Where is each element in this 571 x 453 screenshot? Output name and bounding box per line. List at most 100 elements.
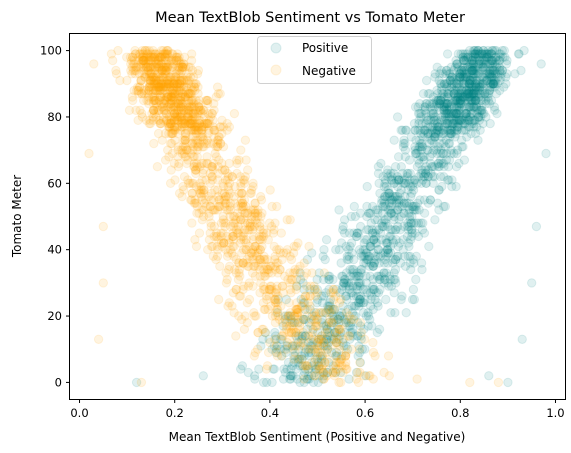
scatter-point — [84, 148, 94, 159]
scatter-point — [299, 298, 310, 308]
scatter-point — [465, 112, 475, 122]
scatter-point — [455, 115, 465, 126]
scatter-point — [302, 374, 312, 384]
scatter-point — [455, 72, 465, 82]
scatter-point — [330, 327, 340, 338]
scatter-point — [357, 344, 367, 354]
scatter-point — [478, 62, 488, 72]
scatter-point — [333, 314, 343, 325]
scatter-point — [483, 92, 493, 102]
scatter-point — [349, 201, 359, 212]
scatter-point — [442, 125, 452, 135]
scatter-point — [484, 69, 495, 79]
scatter-point — [380, 248, 390, 258]
scatter-point — [403, 185, 413, 195]
scatter-point — [286, 288, 296, 298]
scatter-point — [425, 195, 435, 205]
scatter-point — [397, 125, 408, 135]
scatter-point — [467, 65, 477, 76]
scatter-point — [369, 284, 379, 295]
scatter-point — [422, 145, 433, 155]
scatter-point — [373, 245, 383, 255]
scatter-point — [162, 79, 172, 89]
scatter-point — [236, 215, 246, 225]
scatter-point — [152, 162, 163, 172]
scatter-point — [492, 108, 502, 119]
scatter-point — [467, 99, 477, 109]
scatter-point — [98, 221, 109, 232]
scatter-point — [490, 59, 500, 69]
scatter-point — [329, 318, 339, 328]
x-tick-label: 0.4 — [261, 406, 279, 420]
scatter-point — [446, 128, 456, 139]
scatter-point — [216, 122, 226, 132]
scatter-point — [470, 128, 481, 139]
scatter-point — [453, 92, 463, 102]
scatter-point — [434, 162, 445, 172]
scatter-point — [195, 178, 205, 189]
scatter-point — [405, 175, 415, 185]
scatter-point — [319, 321, 329, 331]
scatter-point — [487, 55, 497, 66]
scatter-point — [492, 62, 502, 72]
scatter-point — [464, 79, 475, 89]
scatter-point — [461, 108, 471, 119]
scatter-point — [367, 228, 377, 238]
scatter-point — [489, 79, 499, 89]
scatter-point — [464, 79, 475, 89]
scatter-point — [128, 65, 139, 76]
scatter-point — [475, 82, 485, 92]
scatter-point — [464, 69, 474, 79]
scatter-point — [461, 125, 471, 135]
scatter-point — [445, 128, 455, 139]
scatter-point — [401, 125, 412, 135]
scatter-point — [458, 79, 469, 89]
scatter-point — [186, 95, 196, 106]
scatter-point — [341, 281, 351, 291]
scatter-point — [397, 168, 408, 179]
scatter-point — [240, 135, 251, 145]
scatter-point — [475, 79, 485, 89]
scatter-point — [483, 52, 493, 62]
scatter-point — [324, 274, 335, 285]
scatter-point — [186, 118, 196, 129]
scatter-point — [474, 55, 484, 66]
scatter-point — [432, 125, 442, 135]
scatter-point — [320, 254, 330, 265]
scatter-point — [471, 95, 481, 106]
scatter-point — [398, 208, 409, 218]
scatter-point — [343, 304, 353, 315]
scatter-point — [132, 85, 142, 96]
scatter-point — [444, 102, 454, 112]
scatter-point — [365, 301, 376, 311]
scatter-point — [181, 152, 191, 162]
scatter-point — [342, 278, 352, 288]
scatter-point — [302, 254, 313, 265]
scatter-point — [404, 208, 414, 218]
scatter-point — [490, 65, 500, 76]
scatter-point — [373, 205, 383, 215]
scatter-point — [478, 72, 488, 82]
scatter-point — [366, 258, 376, 268]
scatter-point — [396, 185, 406, 195]
scatter-point — [194, 102, 204, 112]
scatter-point — [405, 251, 415, 261]
scatter-point — [156, 99, 166, 109]
scatter-point — [243, 367, 254, 378]
scatter-point — [300, 304, 310, 315]
scatter-point — [374, 324, 385, 334]
scatter-point — [385, 191, 395, 202]
scatter-point — [500, 52, 510, 62]
scatter-point — [487, 55, 497, 66]
scatter-point — [354, 294, 365, 305]
scatter-point — [452, 148, 462, 159]
scatter-point — [207, 188, 217, 199]
scatter-point — [489, 75, 499, 86]
scatter-point — [304, 351, 314, 361]
scatter-point — [478, 55, 489, 66]
scatter-point — [368, 235, 378, 245]
scatter-point — [468, 89, 478, 99]
scatter-point — [293, 337, 303, 348]
scatter-point — [456, 89, 466, 99]
scatter-point — [477, 49, 488, 59]
